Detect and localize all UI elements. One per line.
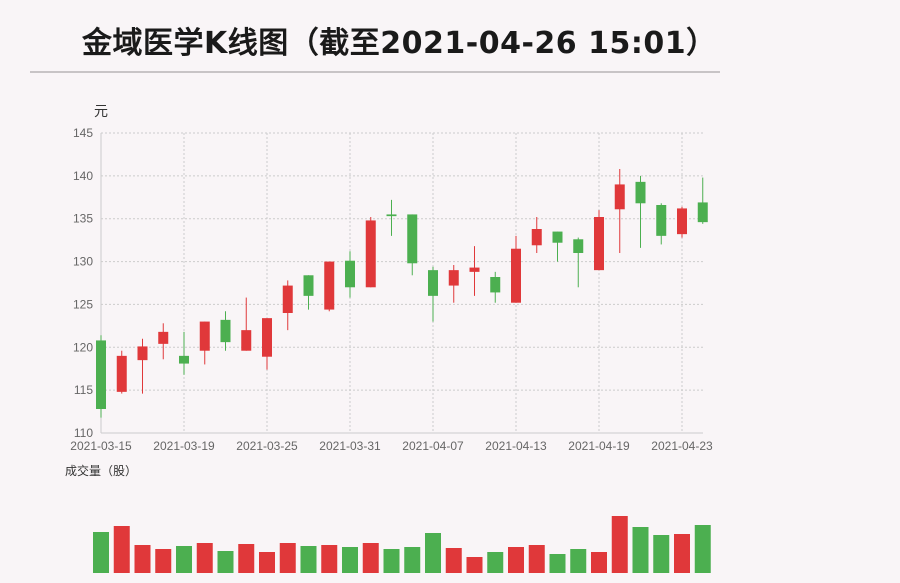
volume-bar[interactable] [217, 551, 234, 573]
y-tick-label: 120 [73, 340, 93, 354]
candle-body[interactable] [656, 205, 667, 236]
candle-body[interactable] [96, 340, 106, 409]
volume-bar[interactable] [383, 549, 400, 573]
volume-bar[interactable] [238, 544, 255, 573]
volume-bar[interactable] [653, 535, 670, 573]
grid-lines [101, 132, 703, 433]
candle-body[interactable] [490, 277, 501, 293]
volume-bar[interactable] [487, 552, 504, 573]
page-title: 金域医学K线图（截至2021-04-26 15:01） [82, 26, 717, 61]
volume-bar[interactable] [279, 543, 296, 573]
x-tick-label: 2021-04-23 [651, 439, 713, 453]
y-tick-label: 130 [73, 255, 93, 269]
y-tick-label: 135 [73, 212, 93, 226]
candle-body[interactable] [282, 285, 293, 313]
candle-body[interactable] [594, 217, 604, 271]
volume-bar[interactable] [611, 516, 628, 573]
candle-body[interactable] [220, 319, 231, 343]
volume-bar[interactable] [176, 546, 192, 573]
candle-body[interactable] [262, 318, 272, 357]
candle-body[interactable] [158, 331, 169, 344]
candle-body[interactable] [365, 220, 376, 288]
candle-body[interactable] [179, 355, 189, 364]
candle-body[interactable] [511, 248, 521, 303]
volume-bar[interactable] [549, 554, 566, 573]
y-tick-label: 110 [74, 426, 93, 440]
volume-bar[interactable] [362, 543, 379, 573]
volume-bar[interactable] [404, 547, 421, 573]
volume-bar[interactable] [445, 548, 462, 573]
volume-bar[interactable] [300, 546, 317, 573]
volume-bar[interactable] [259, 552, 275, 573]
y-tick-label: 115 [74, 383, 93, 397]
x-tick-label: 2021-04-19 [568, 439, 630, 453]
volume-bar[interactable] [466, 557, 483, 573]
candle-body[interactable] [448, 270, 459, 286]
title-divider [30, 71, 720, 73]
y-tick-label: 140 [73, 169, 93, 183]
candle-body[interactable] [345, 260, 355, 288]
volume-bar[interactable] [155, 549, 172, 573]
candle-body[interactable] [573, 239, 584, 253]
x-tick-label: 2021-04-07 [402, 439, 464, 453]
candles [96, 169, 708, 418]
volume-bar[interactable] [134, 545, 151, 573]
candle-body[interactable] [697, 202, 708, 223]
volume-label: 成交量（股） [65, 463, 137, 478]
x-tick-label: 2021-03-19 [153, 439, 215, 453]
volume-bar[interactable] [591, 552, 607, 573]
candle-body[interactable] [614, 184, 625, 210]
y-tick-label: 145 [73, 126, 93, 140]
candle-body[interactable] [428, 270, 438, 296]
x-tick-label: 2021-04-13 [485, 439, 547, 453]
candle-body[interactable] [531, 229, 542, 246]
volume-bar[interactable] [196, 543, 213, 573]
volume-bar[interactable] [694, 525, 711, 573]
candle-body[interactable] [677, 208, 687, 235]
volume-bar[interactable] [632, 527, 649, 573]
volume-bar[interactable] [425, 533, 441, 573]
candle-body[interactable] [635, 181, 646, 204]
volume-bar[interactable] [342, 547, 358, 573]
candle-body[interactable] [116, 355, 127, 392]
x-tick-label: 2021-03-31 [319, 439, 381, 453]
candle-body[interactable] [137, 346, 148, 361]
x-tick-label: 2021-03-25 [236, 439, 298, 453]
candle-body[interactable] [469, 267, 480, 272]
candle-body[interactable] [407, 214, 418, 264]
y-tick-label: 125 [73, 297, 93, 311]
candle-body[interactable] [199, 321, 210, 351]
volume-bar[interactable] [93, 532, 109, 573]
volume-bar[interactable] [674, 534, 690, 573]
candle-body[interactable] [324, 261, 335, 310]
candle-body[interactable] [552, 231, 563, 243]
candle-body[interactable] [241, 330, 252, 351]
volume-bar[interactable] [113, 526, 130, 573]
volume-bar[interactable] [508, 547, 524, 573]
axes: 110 115 120 125 130 135 140 145 2021-03-15 2021-0… [70, 126, 713, 453]
x-tick-label: 2021-03-15 [70, 439, 132, 453]
volume-bars [93, 516, 711, 573]
volume-bar[interactable] [528, 545, 545, 573]
volume-bar[interactable] [570, 549, 587, 573]
volume-bar[interactable] [321, 545, 338, 573]
price-unit-label: 元 [94, 104, 108, 120]
candle-body[interactable] [386, 214, 397, 217]
candle-body[interactable] [303, 275, 314, 296]
